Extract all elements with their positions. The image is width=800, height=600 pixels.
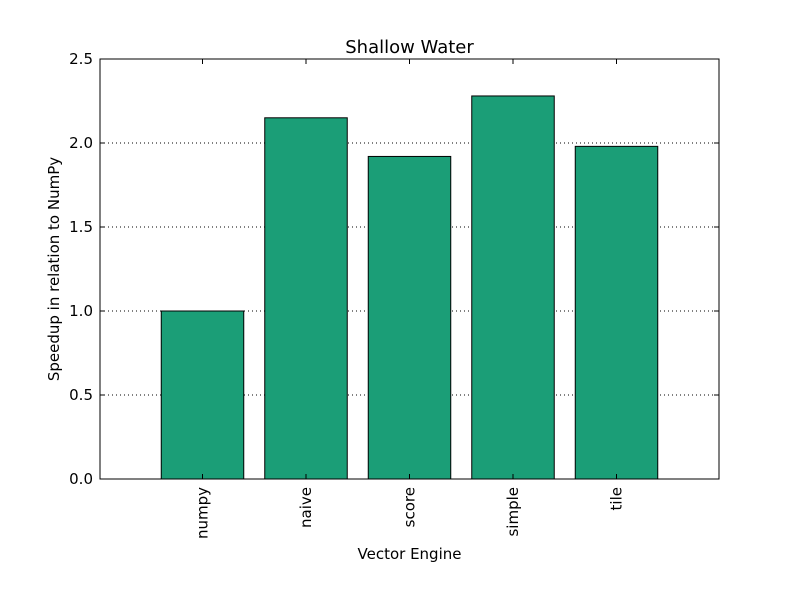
x-axis-label: Vector Engine: [358, 545, 462, 563]
y-tick-label: 2.5: [69, 50, 93, 68]
x-tick-label: score: [401, 487, 419, 527]
chart-title: Shallow Water: [345, 37, 474, 58]
bar-tile: [574, 145, 659, 480]
y-tick-label: 0.5: [69, 386, 93, 404]
x-tick-label: simple: [504, 487, 522, 537]
bars: [160, 95, 659, 480]
y-axis-label: Speedup in relation to NumPy: [45, 157, 63, 381]
x-tick-label: naive: [297, 487, 315, 528]
y-tick-label: 2.0: [69, 134, 93, 152]
x-tick-label: numpy: [194, 487, 212, 539]
ticks: 0.0 0.5 1.0 1.5 2.0 2.5 numpy naive score simple t…: [69, 50, 719, 539]
bar-simple: [471, 95, 555, 480]
bar-naive: [264, 117, 348, 480]
bar-score: [367, 155, 452, 480]
y-tick-label: 0.0: [69, 470, 93, 488]
y-tick-label: 1.5: [69, 218, 93, 236]
bar-numpy: [160, 310, 245, 480]
y-tick-label: 1.0: [69, 302, 93, 320]
x-tick-label: tile: [608, 487, 626, 510]
